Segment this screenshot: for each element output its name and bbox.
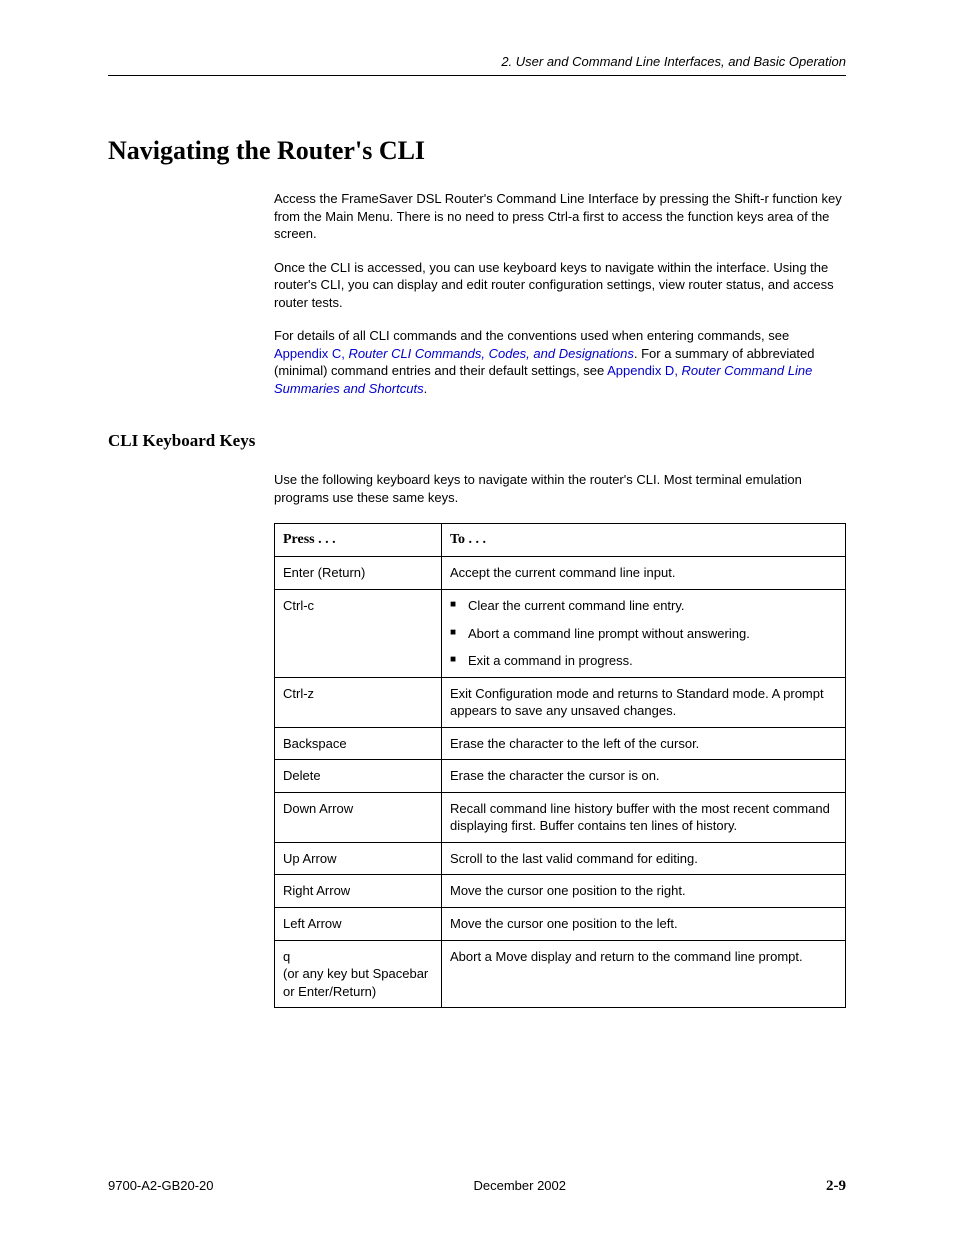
running-header: 2. User and Command Line Interfaces, and… (108, 54, 846, 76)
table-row: Left ArrowMove the cursor one position t… (275, 908, 846, 941)
text: . (424, 381, 428, 396)
table-row: Right ArrowMove the cursor one position … (275, 875, 846, 908)
page-title: Navigating the Router's CLI (108, 136, 846, 166)
page-footer: 9700-A2-GB20-20 December 2002 2-9 (108, 1178, 846, 1195)
col-header-press: Press . . . (275, 523, 442, 557)
sub-block: Use the following keyboard keys to navig… (274, 471, 846, 1008)
cell-to: Exit Configuration mode and returns to S… (442, 677, 846, 727)
cell-press: Enter (Return) (275, 557, 442, 590)
subheading: CLI Keyboard Keys (108, 431, 846, 451)
table-row: BackspaceErase the character to the left… (275, 727, 846, 760)
cell-to: Clear the current command line entry. Abo… (442, 590, 846, 678)
paragraph: For details of all CLI commands and the … (274, 327, 846, 397)
cli-keys-table: Press . . . To . . . Enter (Return)Accep… (274, 523, 846, 1009)
cell-to: Move the cursor one position to the left… (442, 908, 846, 941)
page-number: 2-9 (826, 1178, 846, 1195)
cell-press: Right Arrow (275, 875, 442, 908)
doc-id: 9700-A2-GB20-20 (108, 1178, 214, 1195)
table-row: Ctrl-zExit Configuration mode and return… (275, 677, 846, 727)
text: For details of all CLI commands and the … (274, 328, 789, 343)
action-item: Exit a command in progress. (450, 652, 837, 670)
cell-press: Down Arrow (275, 792, 442, 842)
cell-to: Recall command line history buffer with … (442, 792, 846, 842)
cell-to: Scroll to the last valid command for edi… (442, 842, 846, 875)
intro-block: Access the FrameSaver DSL Router's Comma… (274, 190, 846, 397)
link-prefix: Appendix C, (274, 346, 348, 361)
table-row: Down ArrowRecall command line history bu… (275, 792, 846, 842)
table-row: DeleteErase the character the cursor is … (275, 760, 846, 793)
action-item: Clear the current command line entry. (450, 597, 837, 615)
col-header-to: To . . . (442, 523, 846, 557)
paragraph: Access the FrameSaver DSL Router's Comma… (274, 190, 846, 243)
cell-to: Abort a Move display and return to the c… (442, 940, 846, 1008)
cell-press: Backspace (275, 727, 442, 760)
paragraph: Once the CLI is accessed, you can use ke… (274, 259, 846, 312)
cell-to: Erase the character to the left of the c… (442, 727, 846, 760)
cell-press: Delete (275, 760, 442, 793)
cell-press: Ctrl-c (275, 590, 442, 678)
cell-to: Erase the character the cursor is on. (442, 760, 846, 793)
cell-press: q (or any key but Spacebar or Enter/Retu… (275, 940, 442, 1008)
table-header-row: Press . . . To . . . (275, 523, 846, 557)
cell-press: Left Arrow (275, 908, 442, 941)
table-body: Enter (Return)Accept the current command… (275, 557, 846, 1008)
action-item: Abort a command line prompt without answ… (450, 625, 837, 643)
link-prefix: Appendix D, (607, 363, 681, 378)
appendix-c-link[interactable]: Appendix C, Router CLI Commands, Codes, … (274, 346, 634, 361)
table-row: Enter (Return)Accept the current command… (275, 557, 846, 590)
paragraph: Use the following keyboard keys to navig… (274, 471, 846, 506)
link-title: Router CLI Commands, Codes, and Designat… (348, 346, 633, 361)
table-row: q (or any key but Spacebar or Enter/Retu… (275, 940, 846, 1008)
action-list: Clear the current command line entry. Abo… (450, 597, 837, 670)
section-label: 2. User and Command Line Interfaces, and… (501, 54, 846, 69)
cell-to: Accept the current command line input. (442, 557, 846, 590)
footer-date: December 2002 (474, 1178, 567, 1195)
page: 2. User and Command Line Interfaces, and… (0, 0, 954, 1235)
cell-press: Ctrl-z (275, 677, 442, 727)
table-row: Ctrl-cClear the current command line ent… (275, 590, 846, 678)
cell-to: Move the cursor one position to the righ… (442, 875, 846, 908)
table-row: Up ArrowScroll to the last valid command… (275, 842, 846, 875)
cell-press: Up Arrow (275, 842, 442, 875)
